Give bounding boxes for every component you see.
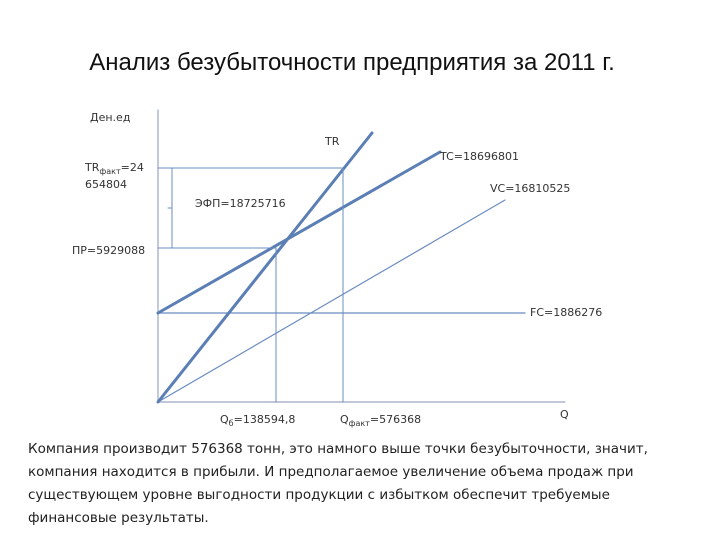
vc-line bbox=[157, 199, 506, 403]
diagram bbox=[156, 109, 566, 404]
paragraph-line: Компания производит 576368 тонн, это нам… bbox=[28, 441, 648, 457]
x-axis-label: Q bbox=[560, 408, 569, 421]
paragraph-line: компания находится в прибыли. И предпола… bbox=[28, 464, 634, 480]
y-axis-label: Ден.ед bbox=[90, 111, 131, 124]
paragraph: Компания производит 576368 тонн, это нам… bbox=[28, 441, 648, 526]
trfact-label-line2: 654804 bbox=[85, 178, 127, 191]
trfact-label: TRфакт=24 bbox=[84, 161, 144, 176]
vc-label: VC=16810525 bbox=[490, 182, 570, 195]
tc-line bbox=[156, 150, 442, 315]
tc-label: TC=18696801 bbox=[439, 150, 519, 163]
efp-label: ЭФП=18725716 bbox=[195, 197, 286, 210]
qfact-label: Qфакт=576368 bbox=[340, 413, 421, 428]
qb-label: Qб=138594,8 bbox=[220, 413, 295, 428]
efp-bracket bbox=[167, 167, 177, 249]
tr-label: TR bbox=[324, 135, 340, 148]
pr-label: ПР=5929088 bbox=[72, 244, 145, 257]
fc-label: FC=1886276 bbox=[530, 306, 602, 319]
paragraph-line: финансовые результаты. bbox=[28, 510, 209, 526]
slide-title: Анализ безубыточности предприятия за 201… bbox=[89, 49, 614, 76]
paragraph-line: существующем уровне выгодности продукции… bbox=[28, 487, 610, 503]
tr-line bbox=[156, 131, 374, 404]
